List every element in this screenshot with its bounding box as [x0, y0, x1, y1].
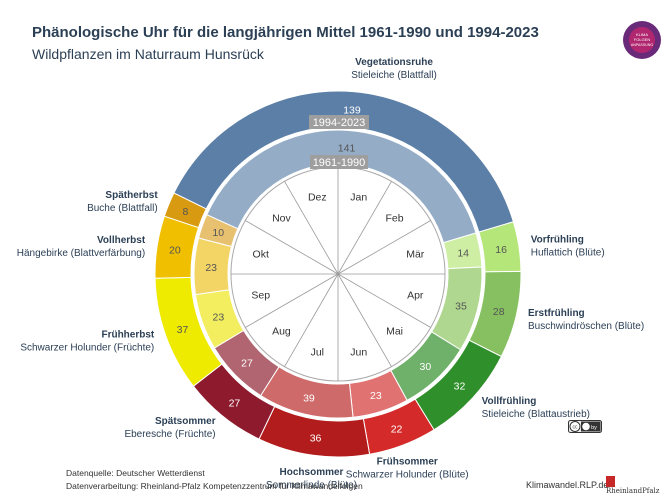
inner-value-spaetherbst: 10 [212, 227, 224, 239]
logo-line-2: FOLGEN [634, 37, 651, 42]
inner-value-vorfruehling: 14 [457, 248, 469, 260]
ring-label-outer: 1994-2023 [313, 117, 366, 129]
outer-value-spaetsommer: 27 [229, 397, 241, 409]
ring-label-bg-outer [309, 115, 369, 129]
month-divider [337, 273, 392, 367]
outer-value-vorfruehling: 16 [495, 244, 507, 256]
data-processing-note: Datenverarbeitung: Rheinland-Pfalz Kompe… [66, 481, 363, 491]
inner-value-vollfruehling: 30 [420, 361, 432, 373]
month-label-aug: Aug [272, 326, 291, 338]
month-divider [284, 273, 339, 367]
phase-indicator-fruehherbst: Schwarzer Holunder (Früchte) [20, 342, 154, 353]
month-divider [284, 181, 339, 275]
month-label-sep: Sep [251, 290, 270, 302]
outer-value-erstfruehling: 28 [493, 306, 505, 318]
month-divider [245, 220, 339, 275]
phase-name-vollfruehling: Vollfrühling [482, 396, 537, 407]
phase-indicator-fruehsommer: Schwarzer Holunder (Blüte) [346, 469, 469, 480]
ring-label-bg-inner [310, 155, 368, 169]
outer-value-fruehherbst: 37 [177, 324, 189, 336]
phase-labels: Vorfrühling Huflattich (Blüte) Erstfrühlin… [17, 57, 644, 491]
phase-name-vollherbst: Vollherbst [97, 235, 146, 246]
phase-name-erstfruehling: Erstfrühling [528, 308, 585, 319]
phase-indicator-erstfruehling: Buschwindröschen (Blüte) [528, 321, 644, 332]
month-disc: Jan Feb Mär Apr Mai Jun Jul Aug Sep Okt Nov Dez [230, 166, 446, 382]
svg-text:by: by [591, 425, 597, 431]
month-label-apr: Apr [407, 290, 424, 302]
klimawandel-logo: KLIMA FOLGEN ANPASSUNG [623, 21, 661, 59]
ring-label-inner: 1961-1990 [313, 157, 366, 169]
outer-ring-1994-2023: 16 28 32 22 36 27 37 20 8 139 [154, 90, 522, 458]
phase-indicator-spaetherbst: Buche (Blattfall) [87, 203, 158, 214]
phase-name-hochsommer: Hochsommer [280, 467, 344, 478]
phase-name-spaetherbst: Spätherbst [105, 190, 158, 201]
logo-line-3: ANPASSUNG [631, 43, 654, 47]
chart-title: Phänologische Uhr für die langjährigen M… [32, 24, 539, 41]
phase-indicator-vorfruehling: Huflattich (Blüte) [531, 247, 605, 258]
outer-value-vollfruehling: 32 [454, 381, 466, 393]
inner-ring-1961-1990: 14 35 30 23 39 27 23 23 10 141 [193, 129, 483, 419]
month-divider [337, 220, 431, 275]
phase-indicator-vegetationsruhe: Stieleiche (Blattfall) [351, 70, 437, 81]
phase-indicator-hochsommer: Sommerlinde (Blüte) [266, 480, 357, 491]
outer-value-vollherbst: 20 [169, 244, 181, 256]
logo-line-1: KLIMA [636, 32, 648, 37]
svg-text:cc: cc [573, 425, 579, 431]
phase-name-vorfruehling: Vorfrühling [531, 234, 584, 245]
phase-name-fruehsommer: Frühsommer [377, 456, 438, 467]
phase-indicator-vollfruehling: Stieleiche (Blattaustrieb) [482, 409, 590, 420]
chart-subtitle: Wildpflanzen im Naturraum Hunsrück [32, 46, 264, 62]
website-link[interactable]: Klimawandel.RLP.de [526, 480, 609, 490]
phase-indicator-vollherbst: Hängebirke (Blattverfärbung) [17, 248, 145, 259]
inner-value-fruehherbst: 23 [212, 312, 224, 324]
outer-value-fruehsommer: 22 [391, 423, 403, 435]
phase-name-spaetsommer: Spätsommer [155, 416, 216, 427]
month-label-feb: Feb [386, 212, 404, 224]
month-divider [337, 273, 431, 328]
inner-value-erstfruehling: 35 [455, 301, 467, 313]
cc-by-license-icon: cc by [568, 420, 602, 433]
inner-value-hochsommer: 39 [303, 393, 315, 405]
data-source-note: Datenquelle: Deutscher Wetterdienst [66, 468, 205, 478]
month-divider [337, 181, 392, 275]
inner-value-vollherbst: 23 [205, 262, 217, 274]
inner-value-fruehsommer: 23 [370, 390, 382, 402]
phase-name-vegetationsruhe: Vegetationsruhe [355, 57, 433, 68]
inner-value-vegetationsruhe: 141 [338, 142, 356, 154]
month-label-jan: Jan [350, 192, 367, 204]
inner-segment-vegetationsruhe [206, 129, 477, 244]
phase-name-fruehherbst: Frühherbst [101, 329, 154, 340]
outer-value-vegetationsruhe: 139 [343, 105, 361, 117]
month-label-nov: Nov [272, 212, 291, 224]
month-label-mai: Mai [386, 326, 403, 338]
inner-value-spaetsommer: 27 [241, 358, 253, 370]
month-label-dez: Dez [308, 192, 327, 204]
rheinland-pfalz-logo: RheinlandPfalz [606, 476, 667, 495]
phase-indicator-spaetsommer: Eberesche (Früchte) [124, 429, 215, 440]
outer-value-hochsommer: 36 [310, 432, 322, 444]
month-label-jun: Jun [350, 346, 367, 358]
outer-segment-vegetationsruhe [173, 90, 514, 233]
outer-value-spaetherbst: 8 [182, 206, 188, 218]
month-label-jul: Jul [311, 346, 324, 358]
month-label-okt: Okt [253, 248, 269, 260]
month-divider [245, 273, 339, 328]
ring-labels: 1994-2023 1961-1990 [309, 115, 369, 169]
month-label-maer: Mär [406, 248, 425, 260]
